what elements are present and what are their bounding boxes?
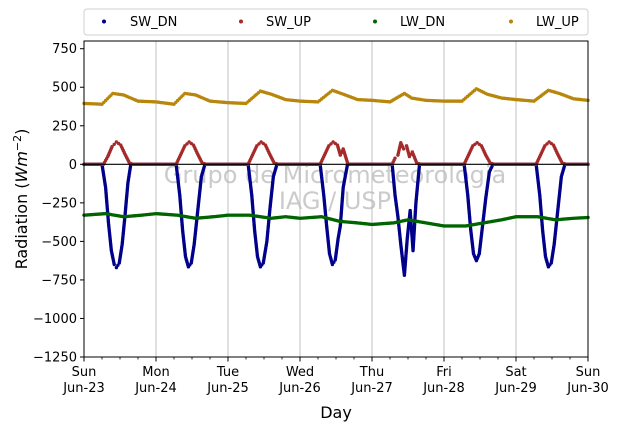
y-axis-title-exp: −2 — [11, 135, 24, 151]
point-sw_up-197 — [345, 161, 350, 165]
x-tick-day-3: Wed — [286, 365, 314, 380]
x-tick-date-6: Jun-29 — [494, 381, 537, 396]
x-tick-date-2: Jun-25 — [206, 381, 249, 396]
point-sw_up-23 — [112, 142, 116, 146]
y-tick-label-2: −750 — [41, 273, 77, 288]
x-tick-day-6: Sat — [505, 365, 526, 380]
y-tick-label-0: −1250 — [33, 351, 77, 366]
y-tick-label-3: −500 — [41, 235, 77, 250]
x-axis-title: Day — [320, 403, 352, 422]
y-tick-label-6: 250 — [52, 119, 77, 134]
vertical-gridlines — [155, 41, 517, 357]
y-axis-title: Radiation (Wm−2) — [11, 129, 31, 270]
point-sw_dn-72 — [112, 262, 116, 267]
series-lw-up — [82, 87, 590, 106]
y-tick-label-1: −1000 — [33, 312, 77, 327]
x-tick-date-0: Jun-23 — [62, 381, 105, 396]
point-sw_up-226 — [393, 156, 397, 160]
y-tick-label-8: 750 — [52, 42, 77, 57]
y-axis-title-unit: Wm — [12, 151, 31, 182]
x-tick-date-5: Jun-28 — [422, 381, 465, 396]
legend-marker-lw-dn — [373, 19, 377, 24]
legend-marker-sw-up — [239, 19, 243, 24]
y-tick-label-5: 0 — [69, 158, 77, 173]
x-tick-date-1: Jun-24 — [134, 381, 177, 396]
legend-label-sw-up: SW_UP — [266, 15, 311, 30]
legend-marker-lw-up — [509, 19, 513, 24]
legend-frame — [83, 8, 589, 36]
x-tick-date-7: Jun-30 — [566, 381, 609, 396]
series-layer — [82, 87, 590, 278]
x-tick-day-4: Thu — [359, 365, 384, 380]
x-tick-date-3: Jun-26 — [278, 381, 321, 396]
x-tick-day-7: Sun — [576, 365, 601, 380]
y-tick-label-7: 500 — [52, 81, 77, 96]
legend-marker-sw-dn — [102, 19, 106, 24]
legend-label-sw-dn: SW_DN — [130, 15, 177, 30]
x-tick-day-1: Mon — [142, 365, 169, 380]
point-sw_up-22 — [110, 144, 114, 149]
legend: SW_DN SW_UP LW_DN LW_UP — [83, 8, 589, 36]
y-axis-title-close: ) — [12, 129, 31, 135]
x-tick-day-2: Tue — [216, 365, 239, 380]
y-axis-title-main: Radiation ( — [12, 182, 31, 269]
legend-label-lw-dn: LW_DN — [400, 15, 445, 30]
point-sw_up-237 — [401, 147, 406, 151]
series-lw-dn — [82, 211, 590, 228]
x-axis-ticks: SunJun-23MonJun-24TueJun-25WedJun-26ThuJ… — [62, 357, 609, 396]
x-tick-day-0: Sun — [72, 365, 97, 380]
x-tick-day-5: Fri — [436, 365, 452, 380]
watermark-line-2: IAG / USP — [279, 187, 391, 215]
x-tick-date-4: Jun-27 — [350, 381, 393, 396]
y-axis-ticks: −1250 −1000 −750 −500 −250 0 250 500 750 — [33, 42, 84, 366]
y-tick-label-4: −250 — [41, 196, 77, 211]
legend-label-lw-up: LW_UP — [536, 15, 579, 30]
